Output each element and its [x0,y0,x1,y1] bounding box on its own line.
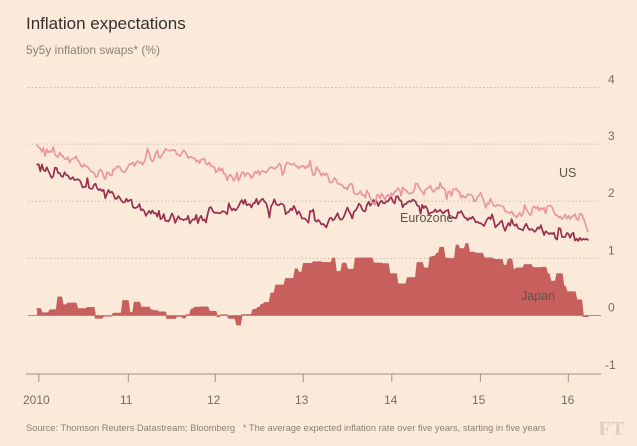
svg-text:-1: -1 [605,358,616,372]
svg-text:11: 11 [120,393,133,407]
svg-text:2: 2 [608,186,615,200]
svg-text:3: 3 [608,129,615,143]
svg-text:13: 13 [295,393,309,407]
svg-text:14: 14 [384,393,398,407]
svg-text:0: 0 [608,301,615,315]
svg-text:15: 15 [472,393,486,407]
svg-text:Eurozone: Eurozone [400,211,454,225]
svg-text:Japan: Japan [521,289,555,303]
svg-text:2010: 2010 [23,393,50,407]
svg-text:1: 1 [608,243,615,257]
svg-text:12: 12 [207,393,221,407]
svg-text:US: US [559,166,576,180]
svg-text:4: 4 [608,73,615,87]
svg-text:16: 16 [561,393,575,407]
